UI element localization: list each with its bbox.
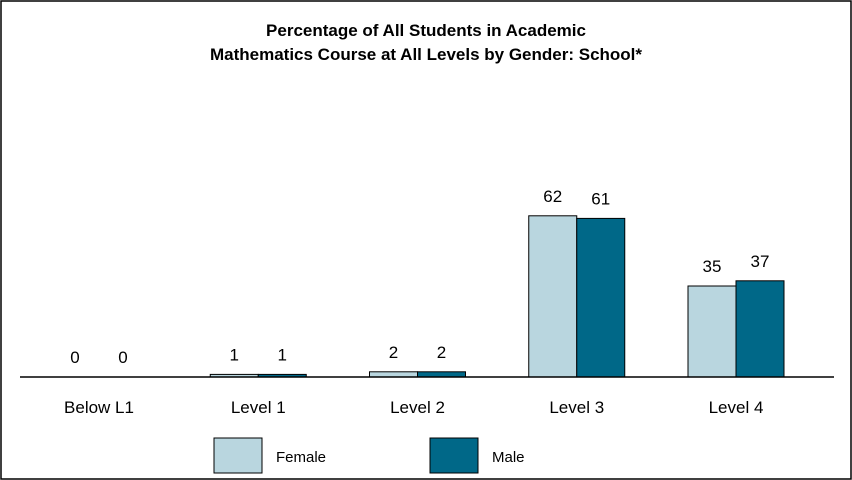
legend-label-female: Female	[276, 449, 326, 466]
value-label-level-3-female: 62	[543, 187, 562, 206]
value-label-below-l1-female: 0	[70, 348, 79, 367]
legend-swatch-female	[213, 437, 263, 474]
x-tick-label-level-2: Level 2	[390, 398, 445, 417]
x-tick-label-below-l1: Below L1	[64, 398, 134, 417]
value-label-level-4-female: 35	[703, 257, 722, 276]
bar-level-2-male	[417, 371, 466, 378]
value-labels-group: 0 0 1 1 2 2 62 61 35 37	[70, 187, 769, 367]
value-label-level-4-male: 37	[751, 252, 770, 271]
bar-level-3-female	[528, 215, 578, 378]
value-label-below-l1-male: 0	[118, 348, 127, 367]
chart-title-line-1: Percentage of All Students in Academic	[266, 21, 586, 40]
x-tick-label-level-3: Level 3	[549, 398, 604, 417]
bar-level-4-male	[735, 280, 785, 378]
legend-swatch-male	[429, 437, 479, 474]
value-label-level-1-male: 1	[278, 345, 287, 364]
bars-group	[209, 215, 785, 378]
bar-level-2-female	[369, 371, 418, 378]
x-tick-label-level-4: Level 4	[709, 398, 764, 417]
x-tick-label-level-1: Level 1	[231, 398, 286, 417]
value-label-level-2-male: 2	[437, 343, 446, 362]
value-label-level-2-female: 2	[389, 343, 398, 362]
bar-level-4-female	[687, 285, 737, 378]
chart-title-line-2: Mathematics Course at All Levels by Gend…	[210, 45, 642, 64]
legend-label-male: Male	[492, 449, 525, 466]
legend: Female Male	[213, 437, 525, 474]
bar-level-3-male	[576, 217, 626, 378]
x-tick-labels-group: Below L1 Level 1 Level 2 Level 3 Level 4	[64, 398, 763, 417]
value-label-level-1-female: 1	[230, 345, 239, 364]
value-label-level-3-male: 61	[591, 189, 610, 208]
